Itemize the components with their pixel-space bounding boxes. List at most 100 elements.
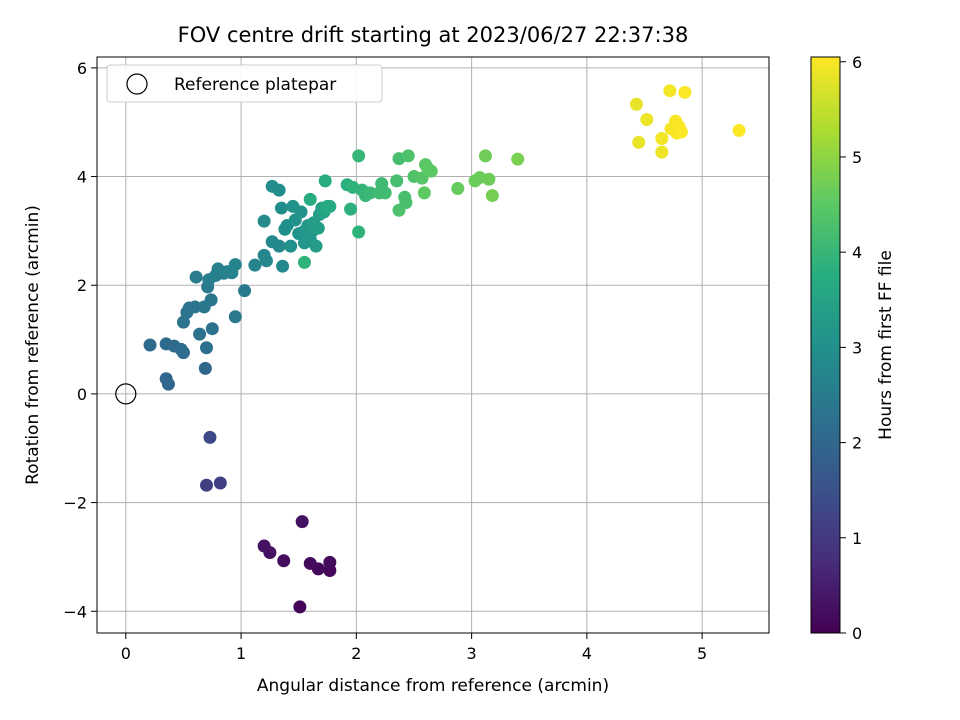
data-point xyxy=(392,203,406,217)
data-point xyxy=(228,310,242,324)
data-point xyxy=(161,377,175,391)
data-point xyxy=(200,478,214,492)
y-axis-ticks: −4 −2 0 2 4 6 xyxy=(63,59,97,621)
data-point xyxy=(352,225,366,239)
data-point xyxy=(293,600,307,614)
colorbar-tick-label: 4 xyxy=(852,243,862,262)
data-point xyxy=(204,293,218,307)
data-point xyxy=(176,346,190,360)
data-point xyxy=(295,515,309,529)
data-point xyxy=(309,239,323,253)
x-tick-label: 3 xyxy=(467,644,477,663)
data-point xyxy=(655,145,669,159)
data-point xyxy=(323,199,337,213)
colorbar-tick-label: 0 xyxy=(852,624,862,643)
colorbar-ticks: 0 1 2 3 4 5 6 xyxy=(840,53,862,643)
data-point xyxy=(655,132,669,146)
colorbar-tick-label: 1 xyxy=(852,529,862,548)
data-point xyxy=(259,254,273,268)
data-point xyxy=(674,125,688,139)
y-tick-label: 0 xyxy=(77,385,87,404)
data-point xyxy=(303,556,317,570)
x-tick-label: 4 xyxy=(582,644,592,663)
data-point xyxy=(629,97,643,111)
data-point xyxy=(378,186,392,200)
data-point xyxy=(272,239,286,253)
data-point xyxy=(415,171,429,185)
y-tick-label: −4 xyxy=(63,602,87,621)
data-point xyxy=(640,112,654,126)
data-point xyxy=(238,284,252,298)
x-tick-label: 0 xyxy=(121,644,131,663)
reference-point-marker xyxy=(115,383,137,405)
data-point xyxy=(390,174,404,188)
data-point xyxy=(257,539,271,553)
data-point xyxy=(424,164,438,178)
x-tick-label: 2 xyxy=(351,644,361,663)
colorbar-gradient xyxy=(810,56,841,634)
data-point xyxy=(318,174,332,188)
plot-frame xyxy=(96,56,770,634)
data-point xyxy=(303,192,317,206)
data-point xyxy=(478,149,492,163)
data-point xyxy=(482,172,496,186)
colorbar-tick-label: 2 xyxy=(852,434,862,453)
y-tick-label: 6 xyxy=(77,59,87,78)
legend-marker-reference xyxy=(126,73,148,95)
data-point xyxy=(417,186,431,200)
data-point xyxy=(352,149,366,163)
legend: Reference platepar xyxy=(106,64,383,103)
data-point xyxy=(143,338,157,352)
legend-label-reference: Reference platepar xyxy=(174,75,336,95)
colorbar-tick-label: 3 xyxy=(852,338,862,357)
chart-title: FOV centre drift starting at 2023/06/27 … xyxy=(178,23,689,47)
data-point xyxy=(663,84,677,98)
legend-box xyxy=(106,64,383,103)
data-point xyxy=(451,182,465,196)
data-point xyxy=(228,258,242,272)
data-points xyxy=(143,84,746,614)
data-point xyxy=(678,85,692,99)
y-tick-label: 2 xyxy=(77,276,87,295)
data-point xyxy=(277,554,291,568)
data-point xyxy=(294,205,308,219)
data-point xyxy=(188,300,202,314)
data-point xyxy=(274,201,288,215)
colorbar-tick-label: 5 xyxy=(852,148,862,167)
data-point xyxy=(311,221,325,235)
x-axis-ticks: 0 1 2 3 4 5 xyxy=(121,633,707,663)
grid-lines xyxy=(97,57,769,633)
colorbar-label: Hours from first FF file xyxy=(876,250,896,440)
data-point xyxy=(485,189,499,203)
data-point xyxy=(176,315,190,329)
data-point xyxy=(732,123,746,137)
colorbar-tick-label: 6 xyxy=(852,53,862,72)
colorbar: 0 1 2 3 4 5 6 Hours from first FF file xyxy=(810,53,896,643)
data-point xyxy=(200,341,214,355)
data-point xyxy=(401,149,415,163)
x-tick-label: 5 xyxy=(697,644,707,663)
data-point xyxy=(272,183,286,197)
data-point xyxy=(189,270,203,284)
data-point xyxy=(248,258,262,272)
data-point xyxy=(344,202,358,216)
data-point xyxy=(297,255,311,269)
data-point xyxy=(205,322,219,336)
data-point xyxy=(203,430,217,444)
y-tick-label: 4 xyxy=(77,168,87,187)
x-tick-label: 1 xyxy=(236,644,246,663)
data-point xyxy=(511,152,525,166)
data-point xyxy=(198,361,212,375)
reference-point-group xyxy=(115,383,137,405)
data-point xyxy=(632,135,646,149)
data-point xyxy=(257,214,271,228)
data-point xyxy=(193,327,207,341)
data-point xyxy=(363,186,377,200)
y-tick-label: −2 xyxy=(63,494,87,513)
y-axis-label: Rotation from reference (arcmin) xyxy=(23,205,43,485)
data-point xyxy=(284,239,298,253)
x-axis-label: Angular distance from reference (arcmin) xyxy=(257,676,609,696)
data-point xyxy=(276,259,290,273)
data-point xyxy=(323,555,337,569)
